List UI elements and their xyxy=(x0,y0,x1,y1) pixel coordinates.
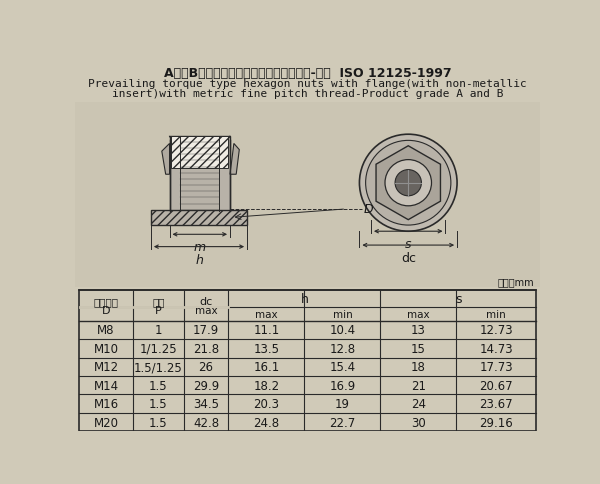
Text: M12: M12 xyxy=(94,361,119,374)
Text: m: m xyxy=(194,241,206,254)
Text: dc: dc xyxy=(401,252,416,265)
Bar xyxy=(79,290,536,432)
Text: A级和B级非金属嵌件六角法兰面锁紧螺母-细牙  ISO 12125-1997: A级和B级非金属嵌件六角法兰面锁紧螺母-细牙 ISO 12125-1997 xyxy=(164,67,451,80)
Text: Prevailing torque type hexagon nuts with flange(with non-metallic: Prevailing torque type hexagon nuts with… xyxy=(88,79,527,89)
Text: 21.8: 21.8 xyxy=(193,342,219,355)
Text: 29.16: 29.16 xyxy=(479,416,513,429)
Text: 16.1: 16.1 xyxy=(253,361,280,374)
Text: M16: M16 xyxy=(94,397,119,410)
Text: 42.8: 42.8 xyxy=(193,416,219,429)
Polygon shape xyxy=(230,144,239,175)
Bar xyxy=(170,136,230,212)
Bar xyxy=(151,210,247,226)
Text: 23.67: 23.67 xyxy=(479,397,513,410)
Text: 1.5/1.25: 1.5/1.25 xyxy=(134,361,182,374)
Text: 单位：mm: 单位：mm xyxy=(498,277,535,287)
Text: max: max xyxy=(255,309,278,319)
Circle shape xyxy=(395,170,421,197)
Text: 15: 15 xyxy=(411,342,426,355)
Text: 1.5: 1.5 xyxy=(149,379,167,392)
Text: 17.73: 17.73 xyxy=(479,361,513,374)
Text: 13.5: 13.5 xyxy=(253,342,280,355)
Circle shape xyxy=(385,160,431,206)
Text: 13: 13 xyxy=(411,324,426,336)
Text: insert)with metric fine pitch thread-Product grade A and B: insert)with metric fine pitch thread-Pro… xyxy=(112,89,503,99)
Text: 20.67: 20.67 xyxy=(479,379,513,392)
Text: 20.3: 20.3 xyxy=(253,397,280,410)
Polygon shape xyxy=(376,147,440,220)
Text: 1: 1 xyxy=(155,324,162,336)
Text: 18.2: 18.2 xyxy=(253,379,280,392)
Text: s: s xyxy=(405,238,412,251)
Text: 26: 26 xyxy=(199,361,214,374)
Text: dc: dc xyxy=(199,297,212,307)
Text: 16.9: 16.9 xyxy=(329,379,355,392)
Polygon shape xyxy=(162,144,170,175)
Text: 24: 24 xyxy=(411,397,426,410)
Bar xyxy=(75,103,540,287)
Text: 12.8: 12.8 xyxy=(329,342,355,355)
Text: 17.9: 17.9 xyxy=(193,324,219,336)
Text: 1/1.25: 1/1.25 xyxy=(139,342,177,355)
Text: 公称直径: 公称直径 xyxy=(94,297,119,307)
Text: M20: M20 xyxy=(94,416,119,429)
Text: 21: 21 xyxy=(411,379,426,392)
Text: 18: 18 xyxy=(411,361,426,374)
Bar xyxy=(151,210,247,226)
Text: h: h xyxy=(195,253,203,266)
Text: 螺距: 螺距 xyxy=(152,297,164,307)
Text: 15.4: 15.4 xyxy=(329,361,355,374)
Text: 34.5: 34.5 xyxy=(193,397,219,410)
Text: M14: M14 xyxy=(94,379,119,392)
Bar xyxy=(171,136,229,169)
Text: P: P xyxy=(155,305,161,315)
Text: M8: M8 xyxy=(97,324,115,336)
Text: 14.73: 14.73 xyxy=(479,342,513,355)
Text: 19: 19 xyxy=(335,397,350,410)
Circle shape xyxy=(365,141,451,226)
Text: 30: 30 xyxy=(411,416,426,429)
Circle shape xyxy=(359,135,457,232)
Text: 11.1: 11.1 xyxy=(253,324,280,336)
Text: 1.5: 1.5 xyxy=(149,416,167,429)
Text: 22.7: 22.7 xyxy=(329,416,355,429)
Text: 12.73: 12.73 xyxy=(479,324,513,336)
Text: D: D xyxy=(364,202,373,215)
Text: 10.4: 10.4 xyxy=(329,324,355,336)
Text: s: s xyxy=(455,292,461,305)
Text: 24.8: 24.8 xyxy=(253,416,280,429)
Text: 29.9: 29.9 xyxy=(193,379,219,392)
Text: max: max xyxy=(194,305,217,315)
Text: M10: M10 xyxy=(94,342,119,355)
Text: D: D xyxy=(102,305,110,315)
Text: h: h xyxy=(301,292,308,305)
Text: min: min xyxy=(332,309,352,319)
Text: min: min xyxy=(487,309,506,319)
Text: 1.5: 1.5 xyxy=(149,397,167,410)
Text: max: max xyxy=(407,309,430,319)
